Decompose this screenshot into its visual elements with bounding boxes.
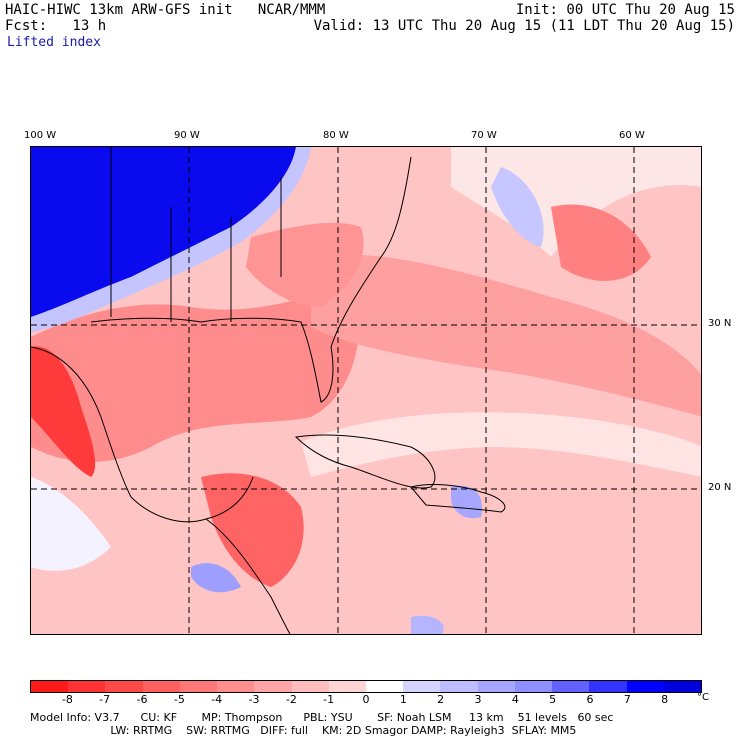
stable-continental-edge bbox=[31, 147, 311, 332]
colorbar-swatch bbox=[477, 681, 515, 692]
colorbar-tick-label: 1 bbox=[399, 693, 407, 706]
colorbar-swatch bbox=[552, 681, 590, 692]
colorbar-swatch bbox=[328, 681, 366, 692]
colorbar-tick-label: 4 bbox=[511, 693, 519, 706]
colorbar-swatch bbox=[68, 681, 106, 692]
colorbar-swatch bbox=[179, 681, 218, 692]
colorbar-tick-label: -2 bbox=[285, 693, 297, 706]
colorbar-swatch bbox=[626, 681, 664, 692]
colorbar-tick-label: -6 bbox=[136, 693, 148, 706]
colorbar-swatch bbox=[105, 681, 143, 692]
stable-continental bbox=[31, 147, 296, 317]
stable-patch-hisp bbox=[451, 485, 482, 519]
colorbar-swatch bbox=[589, 681, 627, 692]
colorbar-swatch bbox=[403, 681, 441, 692]
colorbar-swatch bbox=[365, 681, 404, 692]
unstable-atlantic bbox=[311, 254, 701, 417]
lat-label-20n: 20 N bbox=[708, 482, 732, 493]
coastlines bbox=[31, 147, 506, 634]
header-line2-left: Fcst: 13 h bbox=[5, 18, 107, 34]
colorbar-tick-label: -3 bbox=[248, 693, 260, 706]
colorbar-tick-label: 3 bbox=[474, 693, 482, 706]
colorbar-tick-label: -1 bbox=[323, 693, 335, 706]
lon-label-90w: 90 W bbox=[174, 130, 200, 141]
colorbar-swatch bbox=[142, 681, 180, 692]
model-info-line2: LW: RRTMG SW: RRTMG DIFF: full KM: 2D Sm… bbox=[30, 724, 577, 737]
colorbar-unit: °C bbox=[697, 692, 709, 703]
header-line1-left: HAIC-HIWC 13km ARW-GFS init NCAR/MMM bbox=[5, 2, 326, 18]
colorbar-swatch bbox=[254, 681, 292, 692]
stable-patch-south bbox=[411, 615, 444, 634]
unstable-yucatan bbox=[201, 473, 304, 587]
unstable-gulf-coast bbox=[31, 282, 359, 462]
unstable-se-us bbox=[246, 222, 364, 307]
colorbar bbox=[30, 680, 702, 693]
colorbar-tick-label: 2 bbox=[437, 693, 445, 706]
lon-label-100w: 100 W bbox=[24, 130, 57, 141]
unstable-atlantic-east bbox=[551, 204, 651, 281]
colorbar-tick-label: -8 bbox=[61, 693, 73, 706]
lon-label-60w: 60 W bbox=[619, 130, 645, 141]
neutral-lower bbox=[31, 477, 111, 571]
colorbar-tick-label: 5 bbox=[549, 693, 557, 706]
lon-label-70w: 70 W bbox=[471, 130, 497, 141]
model-info-line1: Model Info: V3.7 CU: KF MP: Thompson PBL… bbox=[30, 711, 614, 724]
colorbar-swatch bbox=[440, 681, 478, 692]
colorbar-swatch bbox=[31, 681, 69, 692]
colorbar-swatch bbox=[514, 681, 553, 692]
header-line2-right: Valid: 13 UTC Thu 20 Aug 15 (11 LDT Thu … bbox=[313, 18, 735, 34]
colorbar-tick-label: 6 bbox=[586, 693, 594, 706]
colorbar-tick-label: -4 bbox=[211, 693, 223, 706]
colorbar-swatch bbox=[217, 681, 255, 692]
colorbar-swatch bbox=[291, 681, 329, 692]
lifted-index-map bbox=[30, 146, 702, 635]
lat-label-30n: 30 N bbox=[708, 318, 732, 329]
stable-patch-gulf bbox=[191, 563, 241, 593]
colorbar-swatch bbox=[663, 681, 701, 692]
stable-patch-ne bbox=[491, 167, 544, 247]
field-name: Lifted index bbox=[7, 35, 101, 50]
colorbar-tick-label: 0 bbox=[362, 693, 370, 706]
header-line1-right: Init: 00 UTC Thu 20 Aug 15 bbox=[515, 2, 735, 18]
colorbar-tick-label: -7 bbox=[99, 693, 111, 706]
unstable-texas bbox=[31, 346, 96, 477]
graticule bbox=[31, 147, 701, 634]
colorbar-tick-label: -5 bbox=[173, 693, 185, 706]
colorbar-tick-label: 8 bbox=[661, 693, 669, 706]
colorbar-tick-label: 7 bbox=[623, 693, 631, 706]
neutral-band bbox=[301, 412, 701, 477]
lon-label-80w: 80 W bbox=[323, 130, 349, 141]
